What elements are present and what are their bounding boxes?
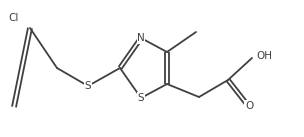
Text: O: O	[245, 101, 253, 111]
Text: OH: OH	[256, 51, 272, 61]
Text: S: S	[85, 81, 91, 91]
Text: Cl: Cl	[8, 13, 18, 23]
Text: S: S	[138, 93, 144, 103]
Text: N: N	[137, 33, 145, 43]
